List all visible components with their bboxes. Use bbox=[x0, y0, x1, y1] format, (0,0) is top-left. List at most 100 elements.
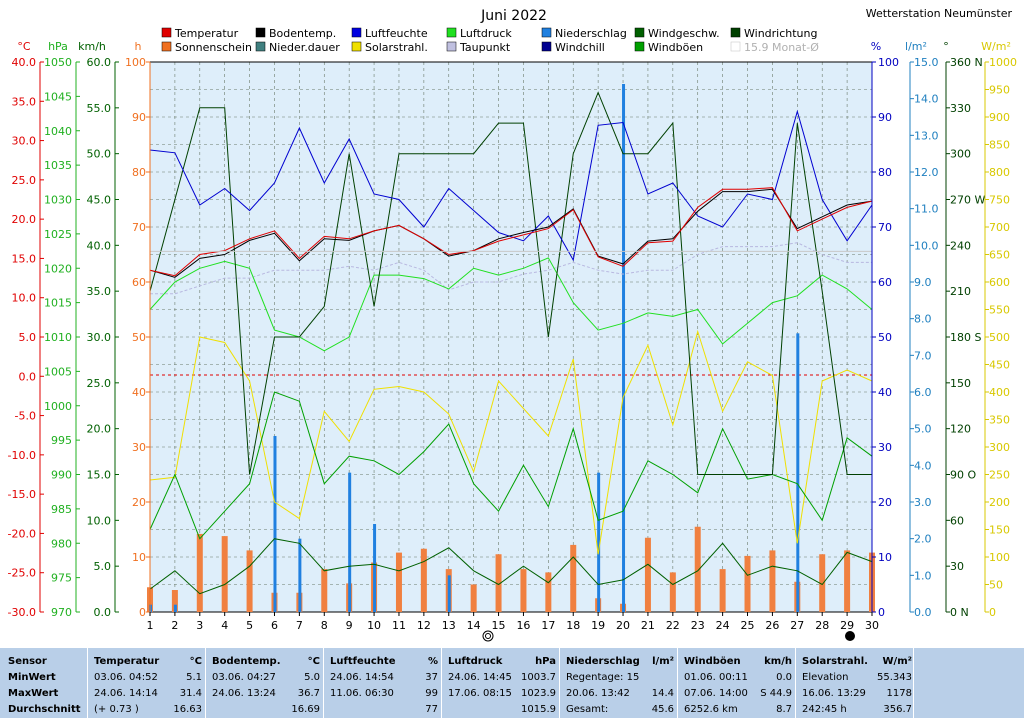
dewpoint-line bbox=[150, 242, 872, 295]
pct-tick-label: 10 bbox=[878, 551, 892, 564]
wm2-tick-label: 250 bbox=[989, 469, 1010, 482]
stats-time: 07.06. 14:00 bbox=[684, 688, 748, 699]
legend-label: Bodentemp. bbox=[269, 27, 336, 40]
lm2-tick-label: 0.0 bbox=[914, 606, 932, 619]
pct-tick-label: 50 bbox=[878, 331, 892, 344]
temp-tick-label: -15.0 bbox=[8, 488, 36, 501]
kmh-tick-label: 30.0 bbox=[87, 331, 112, 344]
precip-bar bbox=[298, 538, 302, 612]
lm2-tick-label: 10.0 bbox=[914, 239, 939, 252]
lm2-tick-label: 5.0 bbox=[914, 423, 932, 436]
hpa-tick-label: 1020 bbox=[44, 262, 72, 275]
hours-tick-label: 20 bbox=[132, 496, 146, 509]
unit-label: h bbox=[135, 40, 142, 53]
stats-group-title: Luftdruck bbox=[448, 656, 503, 667]
legend-swatch bbox=[351, 41, 362, 52]
legend: Temperatur Bodentemp. Luftfeuchte Luftdruck… bbox=[161, 27, 819, 54]
stats-value-row: 11.06. 06:30 99 bbox=[330, 686, 438, 702]
wm2-tick-label: 450 bbox=[989, 359, 1010, 372]
full-moon-inner-icon bbox=[485, 633, 491, 639]
row-label: Durchschnitt bbox=[8, 704, 81, 715]
stats-group: Niederschlag l/m² Regentage: 15 20.06. 13:4… bbox=[566, 648, 674, 718]
deg-tick-label: 240 bbox=[950, 239, 971, 252]
stats-group: Bodentemp. °C 03.06. 04:27 5.0 24.06. 13:24 3… bbox=[212, 648, 320, 718]
legend-label: Solarstrahl. bbox=[365, 41, 428, 54]
day-label: 19 bbox=[591, 619, 605, 632]
wm2-tick-label: 1000 bbox=[989, 56, 1017, 69]
precip-bar bbox=[373, 524, 377, 612]
stats-row: MaxWert bbox=[8, 686, 84, 702]
stats-value-row: 24.06. 14:45 1003.7 bbox=[448, 670, 556, 686]
stats-value-row: 24.06. 14:14 31.4 bbox=[94, 686, 202, 702]
legend-label: Luftdruck bbox=[460, 27, 512, 40]
day-label: 21 bbox=[641, 619, 655, 632]
stats-value: 1015.9 bbox=[521, 704, 556, 715]
deg-tick-label: 0 N bbox=[950, 606, 969, 619]
unit-label: W/m² bbox=[981, 40, 1011, 53]
gust-line bbox=[149, 391, 873, 540]
wm2-tick-label: 600 bbox=[989, 276, 1010, 289]
day-label: 7 bbox=[296, 619, 303, 632]
stats-separator bbox=[559, 648, 560, 718]
hours-tick-label: 30 bbox=[132, 441, 146, 454]
deg-tick-label: 210 bbox=[950, 285, 971, 298]
deg-tick-label: 90 O bbox=[950, 469, 976, 482]
deg-tick-label: 120 bbox=[950, 423, 971, 436]
new-moon-icon bbox=[845, 631, 855, 641]
day-label: 18 bbox=[566, 619, 580, 632]
stats-separator bbox=[677, 648, 678, 718]
temp-tick-label: 15.0 bbox=[12, 252, 37, 265]
kmh-tick-label: 0.0 bbox=[94, 606, 112, 619]
stats-group-title: Temperatur bbox=[94, 656, 160, 667]
deg-tick-label: 150 bbox=[950, 377, 971, 390]
day-label: 23 bbox=[691, 619, 705, 632]
stats-group-header: Solarstrahl. W/m² bbox=[802, 654, 912, 670]
sunshine-bar bbox=[420, 548, 427, 612]
station-name: Wetterstation Neumünster bbox=[866, 7, 1013, 20]
hpa-tick-label: 1035 bbox=[44, 159, 72, 172]
pct-tick-label: 30 bbox=[878, 441, 892, 454]
stats-value-row: Gesamt: 45.6 bbox=[566, 702, 674, 718]
wm2-tick-label: 700 bbox=[989, 221, 1010, 234]
hours-tick-label: 80 bbox=[132, 166, 146, 179]
temp-tick-label: 20.0 bbox=[12, 213, 37, 226]
kmh-tick-label: 25.0 bbox=[87, 377, 112, 390]
sunshine-bar bbox=[495, 554, 502, 612]
stats-row: Durchschnitt bbox=[8, 702, 84, 718]
legend-swatch bbox=[446, 41, 457, 52]
kmh-tick-label: 45.0 bbox=[87, 194, 112, 207]
wm2-tick-label: 850 bbox=[989, 139, 1010, 152]
day-label: 26 bbox=[765, 619, 779, 632]
day-label: 4 bbox=[221, 619, 228, 632]
deg-tick-label: 300 bbox=[950, 148, 971, 161]
kmh-tick-label: 55.0 bbox=[87, 102, 112, 115]
day-label: 9 bbox=[346, 619, 353, 632]
pct-tick-label: 90 bbox=[878, 111, 892, 124]
wm2-tick-label: 750 bbox=[989, 194, 1010, 207]
unit-label: hPa bbox=[48, 40, 68, 53]
pct-tick-label: 100 bbox=[878, 56, 899, 69]
row-label: Sensor bbox=[8, 656, 47, 667]
kmh-tick-label: 60.0 bbox=[87, 56, 112, 69]
precip-bar bbox=[796, 333, 800, 612]
wm2-tick-label: 500 bbox=[989, 331, 1010, 344]
sunshine-bar bbox=[520, 569, 527, 612]
wm2-tick-label: 50 bbox=[989, 579, 1003, 592]
stats-value: 1178 bbox=[886, 688, 912, 699]
hpa-tick-label: 1040 bbox=[44, 125, 72, 138]
temp-tick-label: 30.0 bbox=[12, 135, 37, 148]
hours-tick-label: 60 bbox=[132, 276, 146, 289]
day-label: 15 bbox=[492, 619, 506, 632]
chart-title: Juni 2022 bbox=[480, 8, 547, 24]
lm2-tick-label: 9.0 bbox=[914, 276, 932, 289]
day-label: 14 bbox=[467, 619, 481, 632]
day-label: 6 bbox=[271, 619, 278, 632]
legend-swatch bbox=[730, 41, 741, 52]
day-label: 11 bbox=[392, 619, 406, 632]
precip-bar bbox=[622, 84, 626, 612]
axes: 40.035.030.025.020.015.010.05.00.0-5.0-1… bbox=[8, 40, 1017, 632]
sunshine-bar bbox=[196, 533, 203, 612]
stats-time: 16.06. 13:29 bbox=[802, 688, 866, 699]
sunshine-bar bbox=[769, 550, 776, 612]
kmh-tick-label: 40.0 bbox=[87, 239, 112, 252]
